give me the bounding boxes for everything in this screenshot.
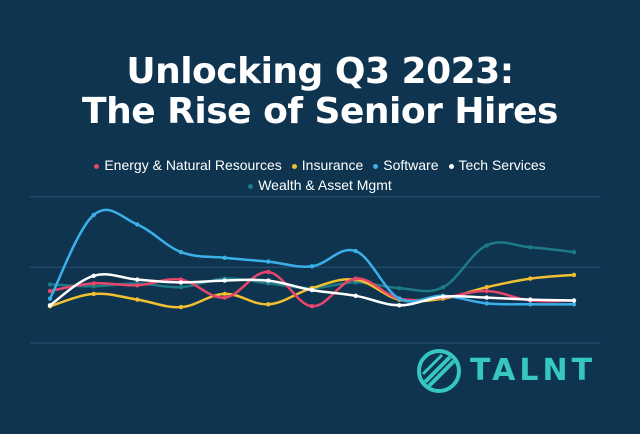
legend-dot [248,183,254,189]
data-point [484,285,489,290]
data-point [47,288,53,294]
logo-text: TALNT [470,353,597,388]
legend-item: Energy & Natural Resources [94,155,282,175]
page-title: Unlocking Q3 2023: The Rise of Senior Hi… [0,52,640,132]
data-point [222,278,227,283]
data-point [484,243,489,248]
legend-item: Wealth & Asset Mgmt [248,175,392,195]
data-point [266,269,271,275]
legend-dot [373,163,379,169]
data-point [222,295,227,300]
data-point [135,297,140,302]
chart-legend: Energy & Natural Resources Insurance Softw… [30,155,610,195]
data-point [47,303,53,308]
data-point [353,276,358,281]
data-point [222,255,227,260]
legend-dot [94,163,100,169]
data-point [440,294,446,299]
data-point [353,293,358,298]
legend-dot [448,163,454,169]
data-point [47,282,53,287]
data-point [397,303,402,308]
data-point [91,212,96,218]
data-point [91,291,96,297]
title-line-2: The Rise of Senior Hires [82,91,558,132]
data-point [571,298,577,303]
data-point [397,296,402,301]
legend-item: Software [373,155,439,175]
data-point [484,301,489,306]
data-point [309,287,315,293]
data-point [178,280,184,285]
data-point [266,259,271,264]
legend-item: Tech Services [448,155,546,175]
legend-label: Wealth & Asset Mgmt [258,177,392,193]
data-point [353,248,358,254]
data-point [528,276,533,281]
data-point [135,222,140,227]
data-point [397,285,402,291]
legend-item: Insurance [291,155,364,175]
data-point [178,285,184,290]
data-point [91,281,96,286]
legend-label: Tech Services [458,157,546,173]
data-point [484,288,489,294]
talnt-logo-icon [417,349,461,393]
data-point [571,302,577,307]
data-point [571,249,577,255]
data-point [484,295,489,300]
talnt-logo: TALNT [414,346,592,396]
data-point [309,264,315,269]
data-point [135,277,140,282]
data-point [440,285,446,290]
data-point [528,297,533,302]
data-point [47,296,53,301]
data-point [528,245,533,250]
data-point [571,272,577,278]
legend-label: Energy & Natural Resources [104,157,282,173]
data-point [178,304,184,310]
data-point [135,283,140,288]
data-point [266,302,271,307]
data-point [309,304,315,309]
legend-dot [291,163,297,169]
data-point [178,249,184,255]
data-point [91,273,96,278]
legend-label: Insurance [301,157,364,173]
data-point [266,278,271,283]
data-point [222,291,227,297]
data-point [528,302,533,307]
legend-label: Software [383,157,439,173]
title-line-1: Unlocking Q3 2023: [126,51,514,92]
